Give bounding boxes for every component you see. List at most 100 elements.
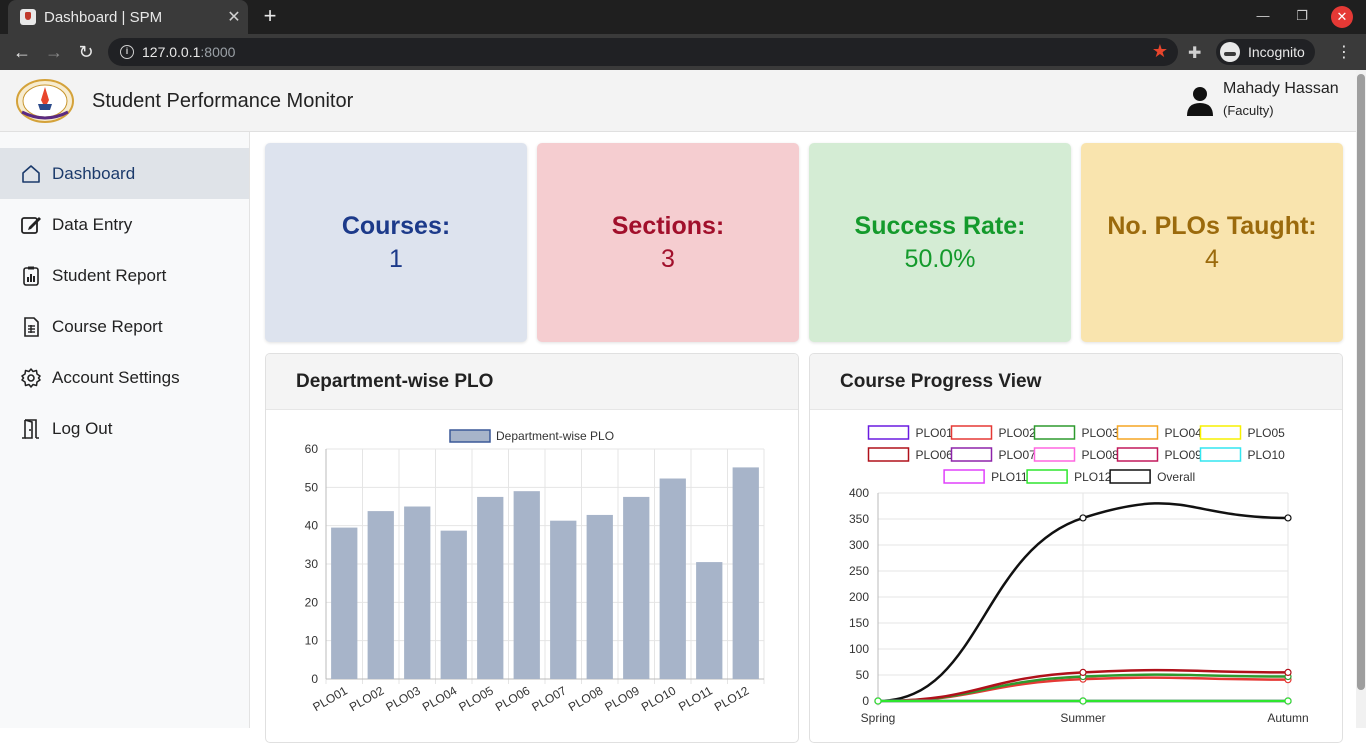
legend-label: PLO03	[1082, 426, 1120, 440]
sidebar-item-data-entry[interactable]: Data Entry	[0, 199, 249, 250]
sidebar-item-account-settings[interactable]: Account Settings	[0, 352, 249, 403]
y-tick-label: 200	[849, 590, 869, 604]
x-tick-label: PLO05	[456, 683, 496, 714]
legend-swatch	[1033, 447, 1076, 462]
sidebar-item-course-report[interactable]: Course Report	[0, 301, 249, 352]
legend-swatch	[1033, 425, 1076, 440]
department-plo-chart: Department-wise PLO0102030405060PLO01PLO…	[305, 429, 765, 714]
card-value: 3	[661, 244, 675, 273]
x-tick-label: Spring	[861, 711, 896, 725]
y-tick-label: 30	[305, 557, 319, 571]
sidebar-item-label: Account Settings	[52, 367, 180, 387]
x-tick-label: PLO10	[639, 683, 679, 714]
scrollbar-thumb[interactable]	[1357, 74, 1365, 690]
legend-swatch	[943, 469, 985, 484]
user-role: (Faculty)	[1223, 103, 1274, 118]
y-tick-label: 400	[849, 486, 869, 500]
bar	[659, 478, 686, 679]
x-tick-label: PLO02	[347, 683, 387, 714]
legend-label: PLO02	[999, 426, 1037, 440]
legend-swatch	[950, 425, 993, 440]
data-point	[1079, 514, 1087, 522]
new-tab-button[interactable]: +	[263, 3, 277, 28]
browser-titlebar: Dashboard | SPM ✕ + — ❐ ✕	[0, 0, 1366, 34]
browser-toolbar: ← → ↻ i 127.0.0.1 :8000 ★ ✚ Incognito ⋮	[0, 34, 1366, 70]
sidebar-item-student-report[interactable]: Student Report	[0, 250, 249, 301]
bar	[477, 496, 504, 679]
reload-icon[interactable]: ↻	[78, 42, 94, 62]
x-tick-label: PLO04	[420, 683, 460, 714]
url-host: 127.0.0.1	[142, 44, 201, 60]
y-tick-label: 60	[305, 442, 319, 456]
page-scrollbar[interactable]	[1356, 70, 1366, 728]
door-icon	[22, 418, 39, 439]
card-title: Sections:	[611, 211, 725, 240]
address-bar[interactable]: i 127.0.0.1 :8000 ★	[108, 38, 1178, 66]
site-info-icon[interactable]: i	[120, 45, 134, 59]
x-tick-label: PLO09	[602, 683, 642, 714]
legend-label: PLO09	[1165, 448, 1203, 462]
x-tick-label: PLO12	[712, 683, 752, 714]
bar	[696, 562, 723, 679]
x-tick-label: Summer	[1060, 711, 1105, 725]
browser-tab[interactable]: Dashboard | SPM ✕	[8, 0, 248, 34]
sidebar-item-label: Course Report	[52, 316, 163, 336]
back-arrow-icon[interactable]: ←	[13, 42, 31, 62]
legend-swatch	[867, 447, 910, 462]
card-title: No. PLOs Taught:	[1107, 211, 1317, 240]
department-plo-panel: Department-wise PLO Department-wise PLO 0…	[265, 353, 799, 743]
legend-label: PLO04	[1165, 426, 1203, 440]
sidebar-item-log-out[interactable]: Log Out	[0, 403, 249, 454]
y-tick-label: 0	[862, 694, 869, 708]
minimize-icon[interactable]: —	[1256, 8, 1270, 23]
bar	[732, 467, 759, 679]
legend-label: PLO10	[1248, 448, 1286, 462]
university-logo	[16, 79, 74, 123]
x-tick-label: PLO06	[493, 683, 533, 714]
incognito-label: Incognito	[1248, 44, 1305, 60]
user-avatar-icon[interactable]	[1186, 86, 1214, 116]
card-title: Courses:	[341, 211, 451, 240]
browser-menu-icon[interactable]: ⋮	[1336, 44, 1352, 61]
tab-close-icon[interactable]: ✕	[227, 9, 241, 26]
sidebar-item-label: Student Report	[52, 265, 167, 285]
y-tick-label: 350	[849, 512, 869, 526]
sidebar-item-label: Data Entry	[52, 214, 133, 234]
card-value: 1	[389, 244, 403, 273]
bar	[513, 491, 540, 679]
success-rate-card: Success Rate: 50.0%	[809, 143, 1071, 342]
x-tick-label: PLO07	[529, 683, 569, 714]
legend-label: PLO05	[1248, 426, 1286, 440]
site-favicon-icon	[20, 9, 36, 25]
y-tick-label: 0	[311, 672, 318, 686]
data-point	[1079, 668, 1087, 676]
legend-label: Department-wise PLO	[496, 429, 614, 443]
bar	[550, 520, 577, 679]
data-point	[1284, 514, 1292, 522]
extensions-puzzle-icon[interactable]: ✚	[1188, 45, 1202, 62]
url-port: :8000	[200, 44, 236, 60]
spreadsheet-icon	[24, 316, 39, 337]
x-tick-label: PLO11	[676, 683, 715, 714]
user-name[interactable]: Mahady Hassan	[1223, 80, 1339, 97]
maximize-icon[interactable]: ❐	[1296, 8, 1308, 23]
data-point	[1079, 697, 1087, 705]
window-close-icon[interactable]: ✕	[1331, 6, 1353, 28]
legend-swatch	[1199, 425, 1242, 440]
bar	[331, 527, 358, 679]
chart-legend: Department-wise PLO	[449, 429, 614, 443]
forward-arrow-icon[interactable]: →	[45, 42, 63, 62]
card-value: 4	[1205, 244, 1219, 273]
bookmark-star-icon[interactable]: ★	[1151, 41, 1168, 61]
sidebar-item-label: Dashboard	[52, 163, 136, 183]
bar	[440, 530, 467, 679]
course-progress-panel: Course Progress View PLO01 PLO02 PLO03 PLO0…	[809, 353, 1343, 743]
app-header: Student Performance Monitor Mahady Hassa…	[0, 70, 1356, 132]
incognito-badge[interactable]: Incognito	[1216, 39, 1315, 65]
data-point	[1284, 668, 1292, 676]
legend-label: PLO12	[1074, 470, 1112, 484]
card-value: 50.0%	[904, 244, 976, 273]
legend-swatch	[1109, 469, 1151, 484]
sidebar: Dashboard Data Entry Student Report Cour…	[0, 132, 250, 728]
sidebar-item-dashboard[interactable]: Dashboard	[0, 148, 249, 199]
